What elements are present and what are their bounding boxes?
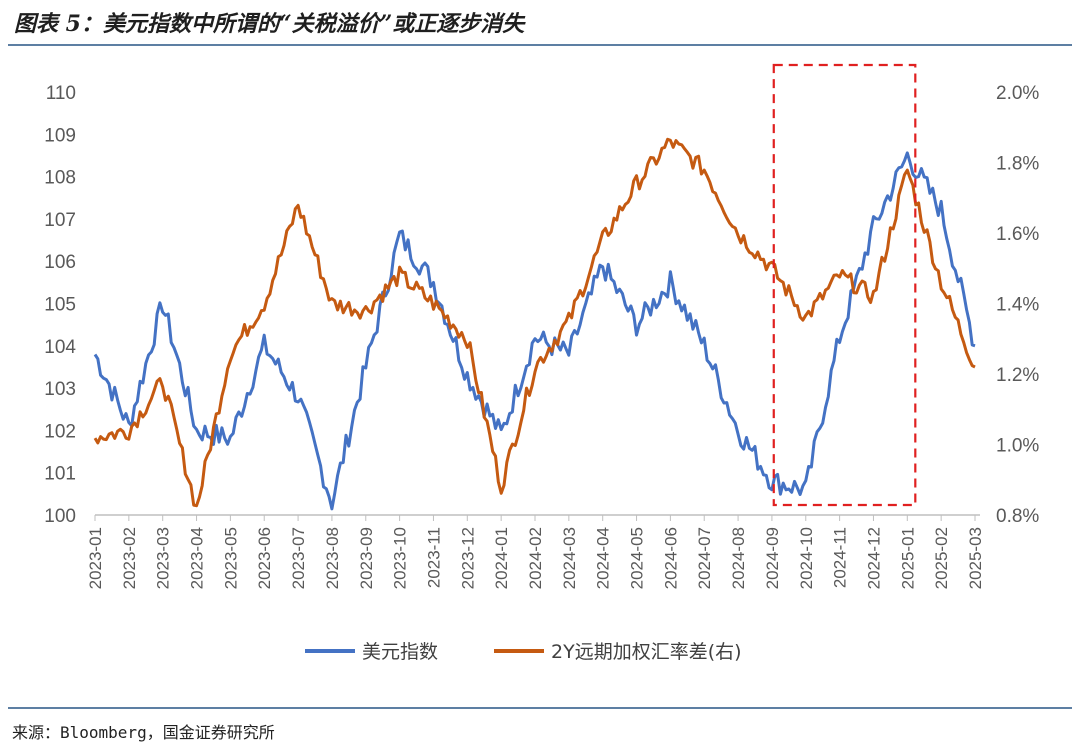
left-tick-label: 103 — [44, 379, 76, 400]
right-tick-label: 1.2% — [996, 365, 1039, 386]
x-tick-label: 2023-03 — [154, 527, 173, 589]
x-tick-label: 2023-09 — [357, 527, 376, 589]
left-tick-label: 106 — [44, 252, 76, 273]
x-tick-label: 2024-11 — [831, 527, 850, 588]
x-tick-label: 2023-10 — [391, 527, 410, 589]
dxy-line — [93, 151, 976, 511]
right-tick-label: 1.6% — [996, 224, 1039, 245]
footer-divider — [8, 707, 1072, 709]
page-title: 图表 5：美元指数中所谓的“关税溢价”或正逐步消失 — [14, 11, 525, 37]
left-tick-label: 110 — [46, 83, 76, 104]
x-tick-label: 2023-02 — [120, 527, 139, 589]
line-chart: 100 101 102 103 104 105 106 107 108 109 110 0.8% 1.… — [44, 63, 1039, 663]
x-tick-label: 2023-01 — [86, 527, 105, 589]
x-tick-label: 2024-07 — [695, 527, 714, 589]
x-tick-label: 2024-09 — [763, 527, 782, 589]
x-tick-label: 2024-04 — [594, 527, 613, 589]
legend: 美元指数 2Y远期加权汇率差(右) — [305, 641, 742, 663]
right-tick-label: 1.8% — [996, 154, 1039, 175]
left-tick-label: 100 — [44, 506, 76, 527]
left-axis-ticks: 100 101 102 103 104 105 106 107 108 109 110 — [44, 83, 76, 527]
x-tick-label: 2023-08 — [323, 527, 342, 589]
left-tick-label: 109 — [44, 125, 76, 146]
x-tick-label: 2024-05 — [628, 527, 647, 589]
x-tick-label: 2023-07 — [289, 527, 308, 589]
left-tick-label: 105 — [44, 295, 76, 316]
right-tick-label: 0.8% — [996, 506, 1039, 527]
right-tick-label: 1.4% — [996, 295, 1039, 316]
left-tick-label: 101 — [44, 464, 76, 485]
x-tick-label: 2024-12 — [864, 527, 883, 589]
legend-dxy-label: 美元指数 — [362, 641, 438, 663]
left-tick-label: 102 — [44, 421, 76, 442]
right-tick-label: 1.0% — [996, 436, 1039, 457]
right-tick-label: 2.0% — [996, 83, 1039, 104]
x-tick-label: 2024-02 — [526, 527, 545, 589]
left-tick-label: 107 — [44, 210, 76, 231]
x-axis-ticks: 2023-01 2023-02 2023-03 2023-04 2023-05 2023-… — [86, 515, 985, 589]
x-tick-label: 2023-04 — [188, 527, 207, 589]
legend-spread-label: 2Y远期加权汇率差(右) — [551, 641, 742, 663]
left-tick-label: 108 — [44, 168, 76, 189]
x-tick-label: 2025-03 — [966, 527, 985, 589]
source-note: 来源：Bloomberg，国金证券研究所 — [12, 723, 275, 742]
x-tick-label: 2023-06 — [255, 527, 274, 589]
spread-line — [93, 137, 976, 508]
x-tick-label: 2023-12 — [458, 527, 477, 589]
x-tick-label: 2024-10 — [797, 527, 816, 589]
left-tick-label: 104 — [44, 337, 76, 358]
right-axis-ticks: 0.8% 1.0% 1.2% 1.4% 1.6% 1.8% 2.0% — [996, 83, 1039, 527]
title-divider — [8, 44, 1072, 46]
highlight-box — [772, 63, 917, 507]
x-tick-label: 2024-03 — [560, 527, 579, 589]
series-layer — [93, 137, 976, 511]
x-tick-label: 2024-01 — [492, 527, 511, 589]
x-tick-label: 2024-08 — [729, 527, 748, 589]
x-tick-label: 2024-06 — [661, 527, 680, 589]
x-tick-label: 2025-02 — [932, 527, 951, 589]
x-tick-label: 2025-01 — [898, 527, 917, 589]
x-tick-label: 2023-11 — [424, 527, 443, 588]
x-tick-label: 2023-05 — [221, 527, 240, 589]
